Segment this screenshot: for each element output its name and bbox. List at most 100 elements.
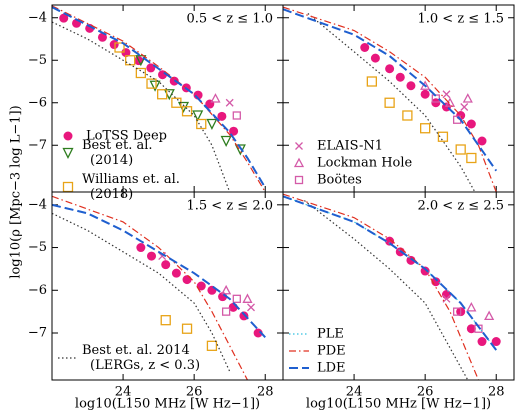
marker bbox=[360, 43, 370, 52]
model-line bbox=[283, 195, 497, 351]
marker-square bbox=[135, 67, 146, 79]
marker-triangle bbox=[221, 284, 232, 295]
marker bbox=[420, 80, 431, 90]
legend-label: LDE bbox=[317, 361, 346, 376]
marker bbox=[420, 123, 431, 134]
panel-annotation: 0.5 < z ≤ 1.0 bbox=[186, 12, 273, 27]
marker bbox=[63, 131, 73, 141]
marker bbox=[147, 251, 157, 261]
marker-square bbox=[62, 181, 74, 193]
marker-dot bbox=[385, 236, 395, 246]
y-tick-label: −6 bbox=[28, 95, 47, 110]
marker-dot bbox=[147, 251, 157, 261]
marker bbox=[160, 315, 171, 326]
marker bbox=[135, 67, 146, 79]
marker-square bbox=[452, 307, 462, 316]
marker-x bbox=[225, 98, 234, 107]
marker-x bbox=[442, 90, 451, 99]
marker-dot bbox=[420, 266, 430, 276]
marker-dot bbox=[441, 290, 451, 300]
x-tick-label: 28 bbox=[257, 385, 274, 400]
legend-label: LoTSS Deep bbox=[86, 129, 167, 144]
marker-dot bbox=[477, 136, 487, 146]
marker bbox=[466, 301, 477, 312]
marker bbox=[431, 98, 441, 108]
marker bbox=[210, 93, 221, 103]
marker bbox=[97, 32, 107, 42]
legend-label: Williams et. al. (2018) bbox=[82, 172, 184, 202]
marker-dot bbox=[477, 337, 487, 347]
marker bbox=[149, 80, 161, 92]
panel-annotation: 1.5 < z ≤ 2.0 bbox=[186, 199, 273, 214]
marker bbox=[466, 119, 476, 129]
marker-triangle bbox=[206, 118, 218, 130]
marker bbox=[181, 106, 193, 117]
marker-square bbox=[232, 294, 241, 303]
marker-dot bbox=[385, 64, 395, 74]
marker-triangle bbox=[484, 310, 495, 321]
marker-square bbox=[181, 106, 193, 117]
model-line bbox=[52, 203, 266, 338]
marker bbox=[437, 131, 449, 142]
marker bbox=[125, 55, 136, 66]
marker-square bbox=[206, 340, 218, 351]
marker-dot bbox=[420, 89, 430, 99]
marker bbox=[158, 252, 167, 261]
marker-square bbox=[221, 307, 231, 316]
marker bbox=[59, 13, 69, 23]
marker-dot bbox=[59, 13, 69, 23]
marker bbox=[385, 64, 395, 74]
marker bbox=[221, 284, 232, 295]
x-tick-label: 24 bbox=[346, 385, 363, 400]
marker-x bbox=[460, 103, 469, 111]
marker bbox=[293, 157, 305, 168]
marker bbox=[441, 290, 451, 300]
marker bbox=[294, 175, 304, 185]
marker-square bbox=[157, 89, 168, 100]
marker-square bbox=[420, 123, 431, 134]
marker bbox=[225, 98, 234, 107]
marker-triangle bbox=[210, 93, 221, 103]
marker-dot bbox=[431, 98, 441, 108]
legend-label: Lockman Hole bbox=[317, 156, 413, 171]
marker-square bbox=[366, 76, 377, 87]
marker-dot bbox=[491, 337, 501, 347]
y-tick-label: −4 bbox=[28, 10, 47, 25]
marker-square bbox=[196, 118, 207, 130]
marker bbox=[442, 294, 451, 303]
marker-dot bbox=[136, 243, 146, 253]
model-line bbox=[283, 6, 497, 192]
marker-square bbox=[125, 55, 136, 66]
marker-dot bbox=[217, 111, 227, 121]
legend-label: PLE bbox=[317, 327, 344, 342]
y-tick-label: −4 bbox=[28, 197, 47, 212]
legend-label: PDE bbox=[317, 344, 346, 359]
legend-label: Boötes bbox=[317, 173, 362, 188]
marker bbox=[477, 337, 487, 347]
marker-dot bbox=[406, 81, 416, 91]
marker bbox=[62, 147, 74, 159]
marker bbox=[221, 307, 231, 316]
marker-dot bbox=[171, 268, 181, 278]
marker-square bbox=[402, 110, 413, 121]
marker-square bbox=[466, 152, 477, 164]
marker bbox=[466, 152, 477, 164]
model-line bbox=[283, 195, 498, 351]
marker bbox=[217, 111, 227, 121]
marker bbox=[157, 89, 168, 100]
marker-triangle bbox=[242, 293, 253, 303]
plot-area bbox=[52, 5, 267, 192]
y-tick-label: −5 bbox=[28, 53, 47, 68]
marker bbox=[206, 340, 218, 351]
marker-dot bbox=[182, 275, 192, 285]
marker bbox=[491, 337, 501, 347]
marker bbox=[295, 142, 303, 150]
marker-triangle bbox=[149, 80, 161, 92]
marker bbox=[136, 243, 146, 253]
marker bbox=[192, 110, 204, 122]
marker-square bbox=[437, 131, 449, 142]
x-axis-label: log10(L150 MHz [W Hz−1]) bbox=[306, 397, 491, 412]
marker-dot bbox=[63, 131, 73, 141]
model-line bbox=[52, 21, 231, 192]
marker bbox=[420, 89, 430, 99]
